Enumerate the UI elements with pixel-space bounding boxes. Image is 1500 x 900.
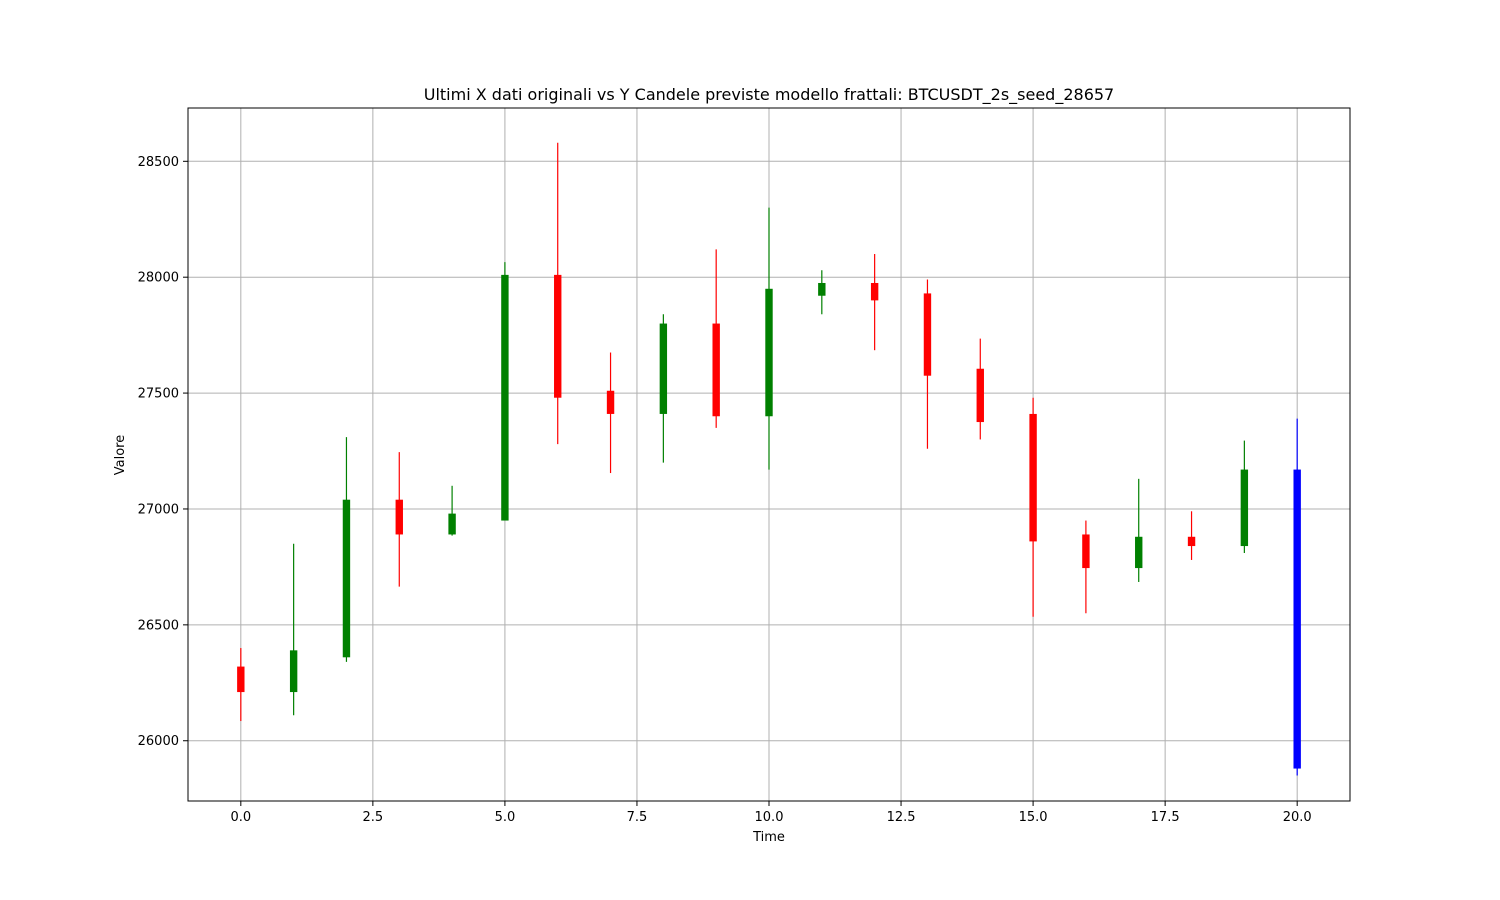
x-tick-label: 5.0 [495,810,516,825]
y-tick-label: 27000 [138,502,179,517]
candle-body [1293,469,1301,769]
candle-body [1240,469,1249,547]
x-tick-label: 20.0 [1283,810,1312,825]
x-tick-label: 10.0 [755,810,784,825]
candle-body [289,650,298,693]
y-axis-label: Valore [113,435,128,475]
candles [237,142,1301,776]
candle-body [712,323,720,417]
x-tick-label: 12.5 [887,810,916,825]
y-axis-ticks: 26000 26500 27000 27500 28000 28500 [138,155,188,749]
x-tick-label: 17.5 [1151,810,1180,825]
candle-body [1082,534,1090,569]
candle-body [1135,536,1143,569]
candle-body [395,499,403,535]
candle-body [818,282,826,296]
candle-body [448,513,456,535]
candle-body [923,293,932,376]
x-tick-label: 7.5 [627,810,648,825]
candle-body [501,274,509,521]
y-tick-label: 26000 [138,734,179,749]
x-tick-label: 2.5 [363,810,384,825]
candle-body [554,274,562,398]
y-tick-label: 27500 [138,387,179,402]
candle-body [1187,536,1196,547]
candle-body [606,390,615,414]
x-tick-label: 0.0 [230,810,251,825]
x-axis-ticks: 0.0 2.5 5.0 7.5 10.0 12.5 15.0 17.5 20.0 [230,801,1312,825]
chart-title: Ultimi X dati originali vs Y Candele pre… [424,85,1114,105]
candle-body [976,368,984,423]
y-tick-label: 26500 [138,618,179,633]
candle-body [1029,413,1037,542]
x-axis-label: Time [752,830,785,845]
candle-body [659,323,668,414]
candle-body [237,666,245,693]
x-tick-label: 15.0 [1019,810,1048,825]
candle-body [342,499,351,658]
y-tick-label: 28000 [138,271,179,286]
candle-body [765,288,773,417]
y-tick-label: 28500 [138,155,179,170]
candle-body [870,282,879,301]
